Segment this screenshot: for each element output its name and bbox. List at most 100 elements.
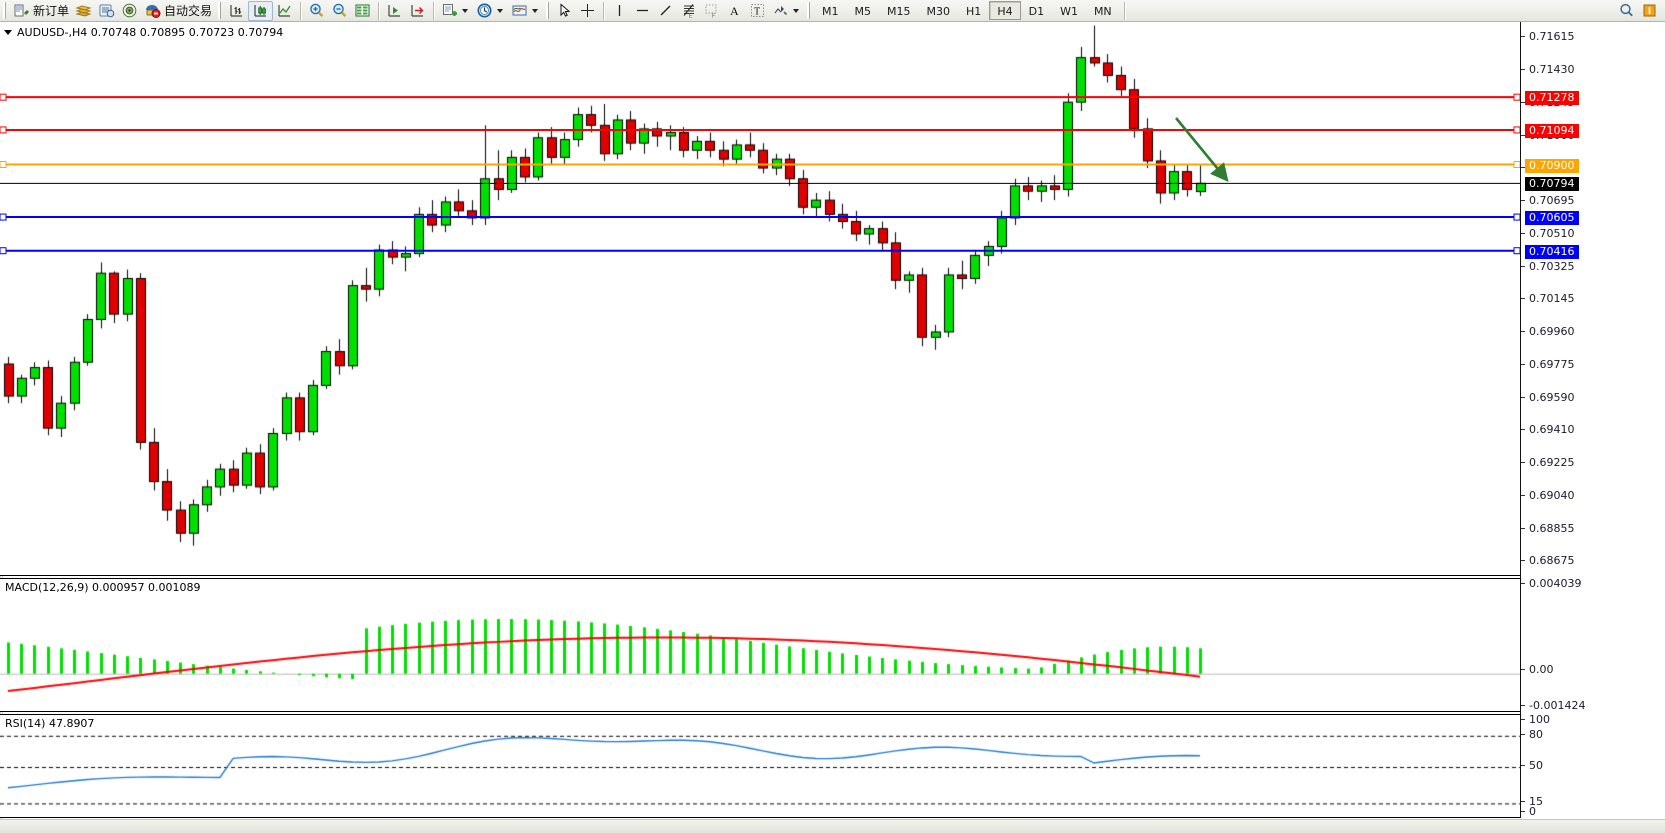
price-tick: 0.71615 (1521, 30, 1575, 43)
macd-pane[interactable]: MACD(12,26,9) 0.000957 0.001089 (0, 578, 1520, 712)
trendline-button[interactable] (654, 1, 677, 21)
indicators-icon (441, 2, 458, 19)
rsi-canvas[interactable] (0, 715, 1520, 817)
timeframe-mn-button[interactable]: MN (1093, 5, 1112, 18)
price-tick: 0.68675 (1521, 554, 1575, 567)
auto-trading-button[interactable]: 自动交易 (141, 1, 215, 21)
trend-arrow-annotation[interactable] (1170, 112, 1240, 192)
toolbar-grip-2[interactable] (218, 2, 223, 19)
price-tick-label: 0.68855 (1529, 521, 1575, 535)
price-tag-blue[interactable]: 0.70605 (1525, 211, 1579, 226)
equidistant-channel-button[interactable]: F (700, 1, 723, 21)
chart-shift-button[interactable] (383, 1, 406, 21)
price-tag-black[interactable]: 0.70794 (1525, 177, 1579, 192)
shapes-dropdown-icon[interactable] (793, 8, 800, 13)
fibonacci-icon: E (680, 2, 697, 20)
timeframe-m5-button[interactable]: M5 (854, 5, 872, 18)
auto-scroll-icon (409, 2, 426, 19)
price-tick-label: 0.69225 (1529, 455, 1575, 469)
bar-chart-button[interactable] (225, 1, 248, 21)
period-button[interactable] (473, 1, 508, 21)
indicators-dropdown-icon[interactable] (462, 8, 469, 13)
bar-chart-icon (228, 2, 245, 19)
timeframe-m1-button[interactable]: M1 (822, 5, 839, 18)
vertical-line-button[interactable] (608, 1, 631, 21)
cursor-button[interactable] (553, 1, 576, 21)
price-tick: 0.69590 (1521, 391, 1575, 404)
price-pane[interactable] (0, 22, 1520, 576)
price-tick: 0.70695 (1521, 194, 1575, 207)
macd-label: MACD(12,26,9) 0.000957 0.001089 (5, 581, 201, 594)
horizontal-line-button[interactable] (631, 1, 654, 21)
toolbar-grip-4[interactable] (807, 2, 812, 19)
price-tick-label: 0.69775 (1529, 357, 1575, 371)
restore-window-icon (1641, 2, 1658, 19)
timeframe-h4-button[interactable]: H4 (989, 1, 1021, 20)
search-button[interactable] (1615, 1, 1638, 21)
label-button[interactable]: T (746, 1, 769, 21)
text-button[interactable]: A (723, 1, 746, 21)
rsi-scale-label: 50 (1521, 759, 1543, 772)
horizontal-scrollbar[interactable] (0, 819, 1665, 833)
chart-container[interactable]: AUDUSD-,H4 0.70748 0.70895 0.70723 0.707… (0, 22, 1665, 833)
price-canvas[interactable] (0, 22, 1520, 575)
price-tag-red[interactable]: 0.71094 (1525, 123, 1579, 138)
chart-symbol-header: AUDUSD-,H4 0.70748 0.70895 0.70723 0.707… (4, 26, 283, 39)
auto-trading-label: 自动交易 (164, 4, 213, 18)
svg-text:E: E (689, 14, 693, 20)
shapes-button[interactable] (769, 1, 804, 21)
price-tick-label: 0.70695 (1529, 194, 1575, 208)
rsi-scale-value: 100 (1529, 713, 1550, 726)
line-chart-icon (276, 2, 293, 19)
price-tag-red[interactable]: 0.71278 (1525, 91, 1579, 106)
zoom-out-button[interactable] (328, 1, 351, 21)
auto-scroll-button[interactable] (406, 1, 429, 21)
svg-text:F: F (712, 14, 715, 20)
templates-dropdown-icon[interactable] (532, 8, 539, 13)
toolbar-separator-3 (433, 1, 435, 20)
price-tag-blue[interactable]: 0.70416 (1525, 244, 1579, 259)
timeframe-w1-button[interactable]: W1 (1060, 5, 1078, 18)
horizontal-line-icon (634, 2, 651, 19)
timeframe-d1-button[interactable]: D1 (1028, 5, 1045, 18)
market-watch-button[interactable] (95, 1, 118, 21)
scale-divider (1520, 22, 1521, 818)
price-tick-label: 0.69960 (1529, 324, 1575, 338)
crosshair-button[interactable] (576, 1, 599, 21)
line-chart-button[interactable] (273, 1, 296, 21)
timeframe-h1-button[interactable]: H1 (966, 5, 982, 18)
toolbar-separator-4 (603, 1, 605, 20)
new-order-icon (13, 2, 30, 19)
toolbar-grip[interactable] (3, 2, 7, 19)
price-tick: 0.68855 (1521, 522, 1575, 535)
profiles-button[interactable] (72, 1, 95, 21)
rsi-scale-value: 0 (1529, 805, 1536, 818)
price-tag-orange[interactable]: 0.70900 (1525, 158, 1579, 173)
chart-menu-caret-icon[interactable] (4, 30, 12, 35)
navigator-icon (121, 2, 138, 19)
minimize-restore-button[interactable] (1638, 1, 1661, 21)
price-tick-label: 0.69040 (1529, 488, 1575, 502)
candlestick-chart-button[interactable] (248, 0, 274, 21)
indicators-button[interactable] (438, 1, 473, 21)
rsi-pane[interactable]: RSI(14) 47.8907 (0, 714, 1520, 818)
data-window-button[interactable] (351, 1, 374, 21)
fibonacci-button[interactable]: E (677, 1, 700, 21)
toolbar-grip-3[interactable] (546, 2, 551, 19)
period-dropdown-icon[interactable] (497, 8, 504, 13)
zoom-in-button[interactable] (305, 1, 328, 21)
macd-canvas[interactable] (0, 579, 1520, 711)
macd-scale-value: 0.00 (1529, 663, 1554, 676)
timeframe-m30-button[interactable]: M30 (926, 5, 951, 18)
new-order-button[interactable]: 新订单 (10, 1, 72, 21)
profiles-icon (75, 2, 92, 19)
templates-button[interactable] (508, 1, 543, 21)
price-scale[interactable]: 0.716150.714300.712450.710600.708800.706… (1521, 22, 1665, 818)
navigator-button[interactable] (118, 1, 141, 21)
price-tick: 0.69040 (1521, 489, 1575, 502)
rsi-label: RSI(14) 47.8907 (5, 717, 95, 730)
templates-icon (511, 2, 528, 19)
rsi-scale-label: 80 (1521, 728, 1543, 741)
timeframe-m15-button[interactable]: M15 (887, 5, 911, 18)
macd-scale-label: -0.001424 (1521, 699, 1585, 712)
